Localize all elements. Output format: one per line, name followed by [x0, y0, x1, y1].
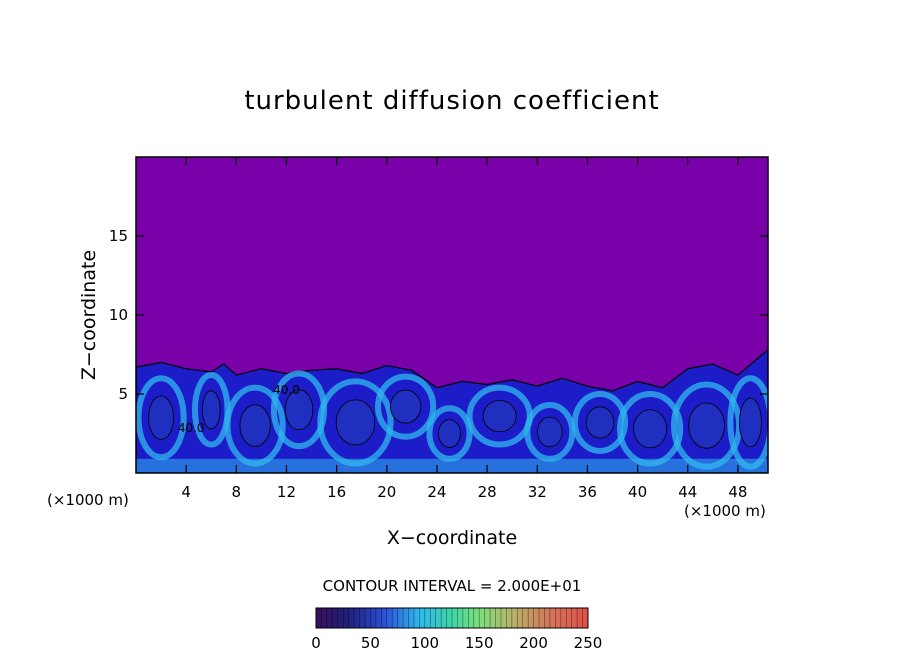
turbulence-eddy	[375, 373, 437, 440]
colorbar-tick-label: 250	[574, 634, 603, 652]
x-tick-label: 36	[578, 483, 597, 501]
y-ticks: 5 10 15	[109, 227, 768, 403]
eddy-core	[335, 399, 376, 446]
chart-title: turbulent diffusion coefficient	[244, 86, 660, 116]
colorbar-tick-label: 0	[311, 634, 321, 652]
x-ticks: 4 8 12 16 20 24 28 32 36 40 44 48	[181, 157, 747, 501]
eddy-core	[688, 402, 725, 449]
eddy-core	[284, 389, 314, 431]
colorbar-stripes	[321, 608, 583, 628]
colorbar-tick-label: 200	[519, 634, 548, 652]
contour-label: 40.0	[273, 383, 300, 397]
eddy-core	[536, 416, 563, 448]
y-tick-label: 10	[109, 306, 128, 324]
eddy-core	[633, 409, 668, 449]
y-tick-label: 5	[118, 385, 128, 403]
colorbar-tick-label: 50	[361, 634, 380, 652]
colorbar-tick-label: 150	[465, 634, 494, 652]
x-tick-label: 44	[678, 483, 697, 501]
x-unit-left: (×1000 m)	[47, 491, 129, 509]
contour-labels: 40.0 40.0	[178, 383, 300, 435]
x-tick-label: 28	[478, 483, 497, 501]
turbulence-eddy	[136, 375, 187, 461]
x-tick-label: 40	[628, 483, 647, 501]
x-tick-label: 20	[377, 483, 396, 501]
x-unit-right: (×1000 m)	[684, 502, 766, 520]
eddy-core	[482, 400, 517, 433]
eddy-core	[739, 397, 762, 448]
x-axis-label: X−coordinate	[386, 527, 518, 549]
eddy-core	[585, 406, 615, 439]
eddy-core	[148, 395, 174, 440]
surface-layer	[136, 458, 768, 473]
eddy-core	[390, 389, 422, 424]
eddy-core	[201, 390, 221, 430]
turbulence-eddy	[571, 391, 629, 454]
x-tick-label: 8	[232, 483, 242, 501]
turbulence-field	[136, 348, 768, 473]
eddy-core	[239, 404, 271, 447]
x-tick-label: 24	[427, 483, 446, 501]
x-tick-label: 16	[327, 483, 346, 501]
colorbar-tick-label: 100	[410, 634, 439, 652]
x-tick-label: 4	[181, 483, 191, 501]
y-tick-label: 15	[109, 227, 128, 245]
eddy-core	[438, 419, 461, 448]
x-tick-label: 32	[528, 483, 547, 501]
x-tick-label: 48	[728, 483, 747, 501]
contour-interval-label: CONTOUR INTERVAL = 2.000E+01	[322, 577, 582, 595]
contour-label: 40.0	[178, 421, 205, 435]
x-tick-label: 12	[277, 483, 296, 501]
colorbar-ticks: 0 50 100 150 200 250	[311, 634, 602, 652]
